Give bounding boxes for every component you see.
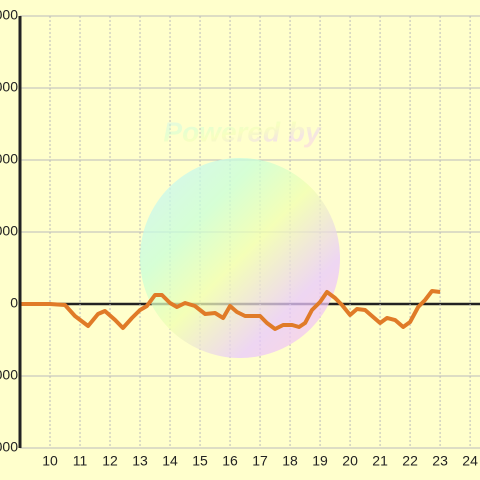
x-tick-label: 14 — [162, 453, 178, 469]
watermark: Powered by — [163, 116, 322, 147]
x-tick-label: 13 — [132, 453, 148, 469]
x-tick-label: 20 — [342, 453, 358, 469]
y-tick-label: 12,000 — [0, 7, 18, 23]
x-tick-label: 18 — [282, 453, 298, 469]
x-tick-label: 12 — [102, 453, 118, 469]
x-tick-label: 15 — [192, 453, 208, 469]
line — [20, 288, 441, 332]
y-tick-label: 9,000 — [0, 79, 18, 95]
x-tick-label: 22 — [402, 453, 418, 469]
y-tick-label: -6,000 — [0, 439, 18, 455]
x-tick-label: 10 — [42, 453, 58, 469]
y-tick-label: -3,000 — [0, 367, 18, 383]
x-tick-label: 16 — [222, 453, 238, 469]
y-tick-label: 6,000 — [0, 151, 18, 167]
x-tick-label: 17 — [252, 453, 268, 469]
y-tick-label: 0 — [10, 295, 18, 311]
x-tick-label: 24 — [462, 453, 478, 469]
x-tick-label: 23 — [432, 453, 448, 469]
x-tick-label: 21 — [372, 453, 388, 469]
x-tick-label: 19 — [312, 453, 328, 469]
y-tick-label: 3,000 — [0, 223, 18, 239]
marks — [20, 288, 441, 332]
x-tick-label: 11 — [73, 453, 88, 469]
watermark-logo — [140, 158, 340, 358]
